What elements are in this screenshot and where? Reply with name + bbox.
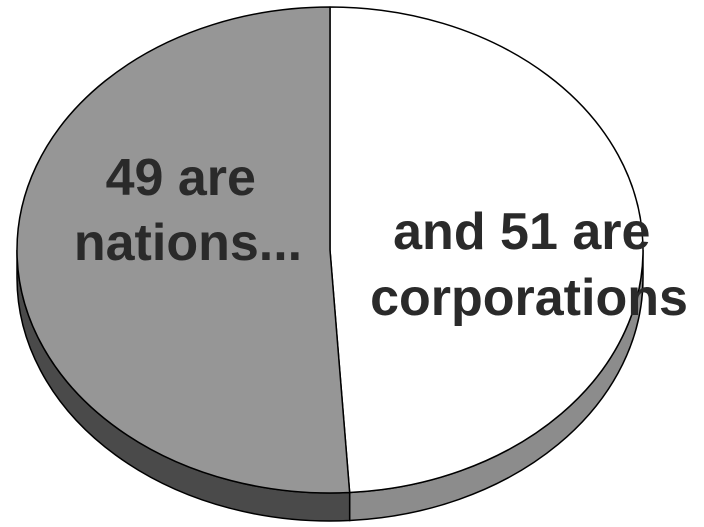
pie-slice-49-are-nations (329, 6, 644, 494)
slice-label-nations: 49 are nations... (74, 149, 302, 272)
slice-label-corporations: and 51 are corporations (370, 203, 688, 327)
slice-label-nations-line-2: nations... (74, 214, 302, 272)
slice-label-nations-line-1: 49 are (106, 149, 256, 207)
pie-slice-and-51-are-corporations (16, 6, 351, 494)
slice-label-corporations-line-2: corporations (370, 269, 688, 327)
pie-top (16, 6, 644, 494)
slice-label-corporations-line-1: and 51 are (393, 203, 650, 261)
